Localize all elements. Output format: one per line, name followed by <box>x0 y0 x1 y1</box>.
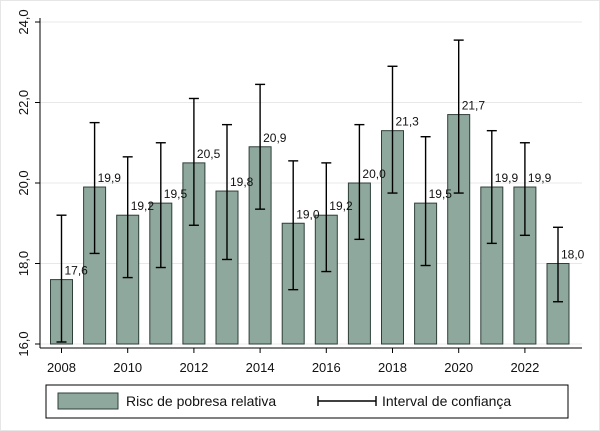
x-tick-label: 2018 <box>378 360 407 375</box>
x-tick-label: 2010 <box>113 360 142 375</box>
x-tick-label: 2020 <box>444 360 473 375</box>
data-label: 19,5 <box>429 187 453 201</box>
y-tick-label: 22,0 <box>16 90 31 115</box>
data-label: 21,7 <box>462 99 486 113</box>
x-tick-label: 2022 <box>510 360 539 375</box>
y-tick-label: 20,0 <box>16 170 31 195</box>
legend-box <box>45 384 569 419</box>
data-label: 21,3 <box>396 115 420 129</box>
data-label: 20,0 <box>362 167 386 181</box>
legend: Risc de pobresa relativa Interval de con… <box>45 384 569 419</box>
data-label: 17,6 <box>65 264 89 278</box>
legend-ci-label: Interval de confiança <box>382 393 511 409</box>
data-label: 19,9 <box>528 171 552 185</box>
data-labels: 17,6 19,9 19,2 19,5 20,5 19,8 20,9 19,0 19,2 20,0… <box>65 99 585 278</box>
data-label: 19,9 <box>98 171 122 185</box>
legend-bar-swatch <box>57 392 119 410</box>
x-tick-label: 2016 <box>312 360 341 375</box>
bars <box>50 114 570 345</box>
data-label: 20,9 <box>263 131 287 145</box>
data-label: 20,5 <box>197 147 221 161</box>
data-label: 19,0 <box>296 207 320 221</box>
legend-bar-label: Risc de pobresa relativa <box>126 393 276 409</box>
data-label: 19,8 <box>230 175 254 189</box>
data-label: 19,9 <box>495 171 519 185</box>
data-label: 19,5 <box>164 187 188 201</box>
y-tick-label: 18,0 <box>16 251 31 276</box>
axes: 16,0 18,0 20,0 22,0 24,0 2008 2010 2012 2014 2016… <box>16 9 582 375</box>
y-tick-label: 16,0 <box>16 331 31 356</box>
x-tick-label: 2008 <box>47 360 76 375</box>
data-label: 19,2 <box>329 199 353 213</box>
data-label: 18,0 <box>561 248 585 262</box>
x-tick-label: 2014 <box>246 360 275 375</box>
error-bars <box>56 39 563 343</box>
data-label: 19,2 <box>131 199 155 213</box>
y-tick-label: 24,0 <box>16 9 31 34</box>
x-tick-label: 2012 <box>179 360 208 375</box>
